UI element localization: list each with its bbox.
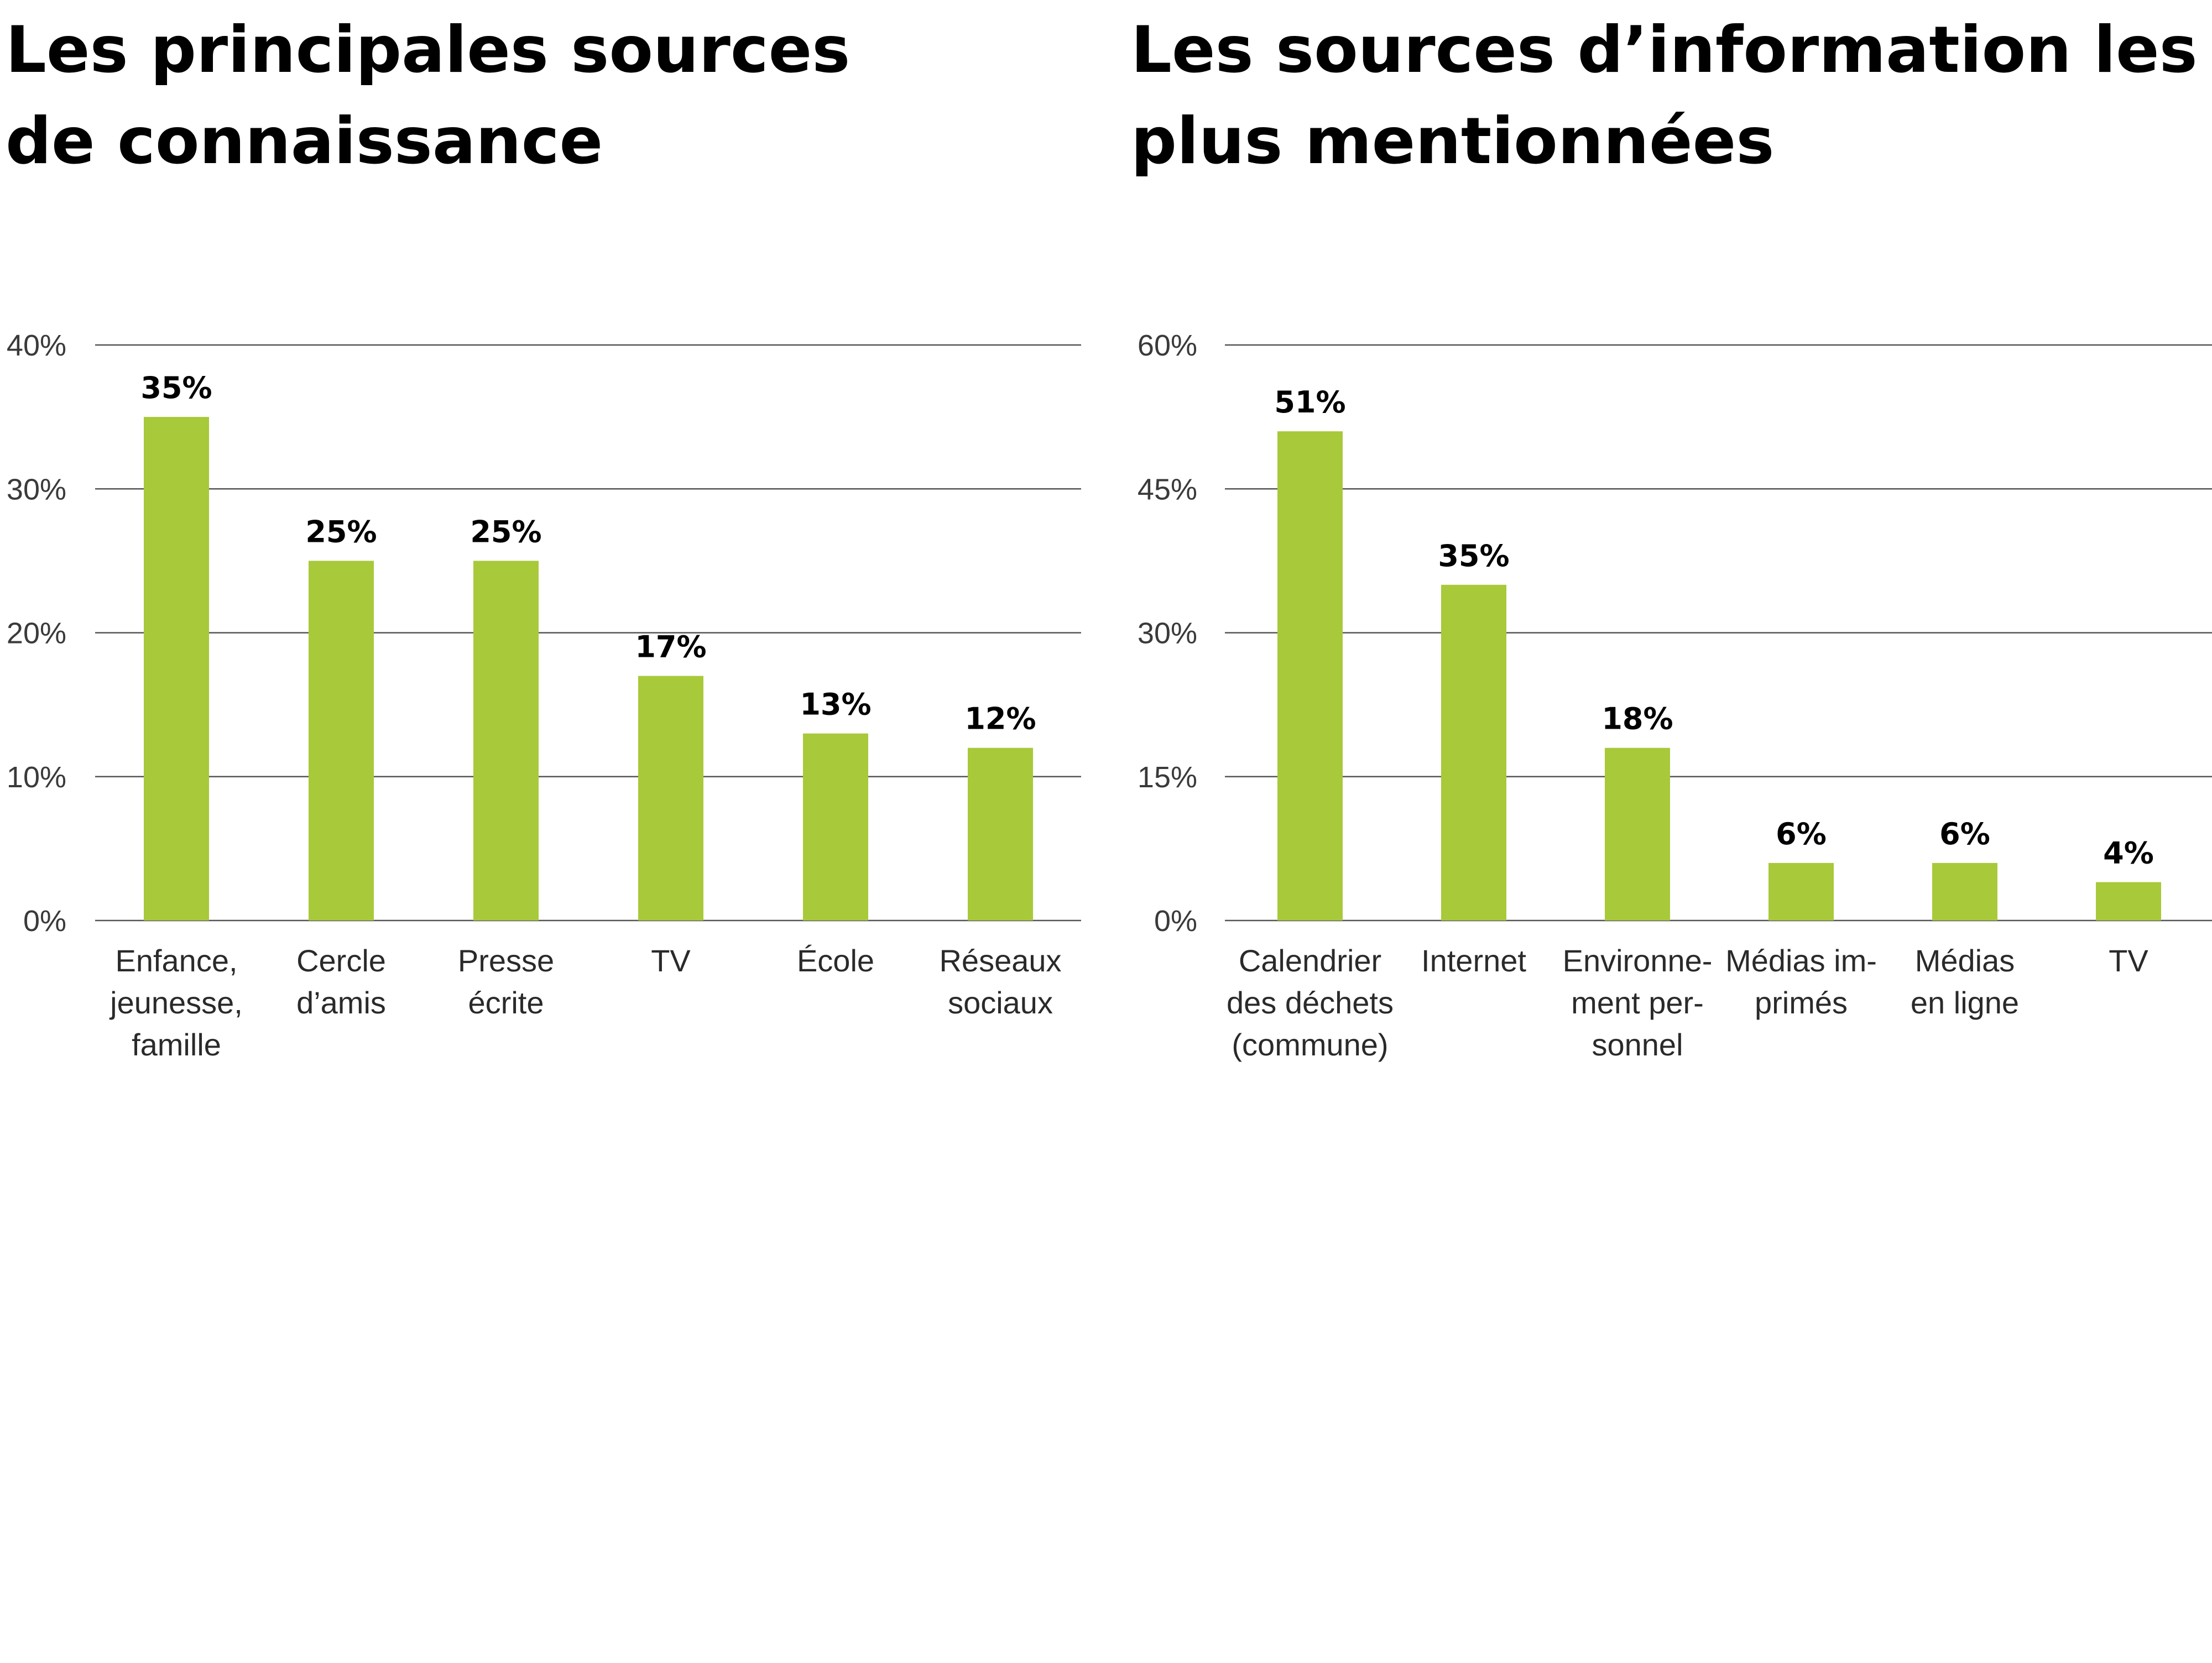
y-tick-label: 10% <box>7 761 66 794</box>
category-label-line: Cercle <box>296 943 386 978</box>
chart-1: Les principales sources de connaissance 0%… <box>6 13 1081 1062</box>
category-label-line: en ligne <box>1911 985 2019 1020</box>
category-label-line: des déchets <box>1227 985 1394 1020</box>
y-tick-label: 40% <box>7 329 66 362</box>
chart-title-line: de connaissance <box>6 104 603 179</box>
bar <box>1932 862 1997 921</box>
y-tick-label: 15% <box>1138 761 1197 794</box>
category-label-line: Réseaux <box>939 943 1061 978</box>
category-label-line: d’amis <box>296 985 386 1020</box>
data-label: 6% <box>1939 817 1990 851</box>
y-tick-label: 0% <box>1154 904 1197 938</box>
category-label: Internet <box>1421 943 1526 978</box>
category-label: Enfance, jeunesse, famille <box>109 943 243 1062</box>
category-label-line: primés <box>1755 985 1848 1020</box>
bar <box>968 747 1033 921</box>
data-label: 25% <box>305 514 377 549</box>
category-label-line: Médias <box>1915 943 2015 978</box>
category-label: TV <box>651 943 691 978</box>
category-label-line: (commune) <box>1232 1027 1388 1062</box>
bar <box>1277 431 1343 921</box>
category-label-line: TV <box>651 943 691 978</box>
category-label-line: Calendrier <box>1239 943 1381 978</box>
y-tick-label: 30% <box>7 473 66 506</box>
category-label-line: sociaux <box>948 985 1053 1020</box>
bar <box>473 561 539 921</box>
data-label: 18% <box>1601 702 1673 736</box>
y-tick-label: 20% <box>7 617 66 650</box>
category-label-line: sonnel <box>1592 1027 1683 1062</box>
bar <box>1768 862 1834 921</box>
category-label-line: Internet <box>1421 943 1526 978</box>
category-label: Réseaux sociaux <box>939 943 1061 1020</box>
category-label-line: École <box>797 943 874 978</box>
chart-2: Les sources d’information les plus mentio… <box>1131 13 2212 1062</box>
category-label-line: écrite <box>468 985 544 1020</box>
bar <box>144 417 209 921</box>
category-label-line: Enfance, <box>115 943 237 978</box>
data-label: 35% <box>140 370 212 405</box>
data-label: 17% <box>635 630 706 665</box>
category-label-line: famille <box>132 1027 221 1062</box>
category-label: TV <box>2109 943 2148 978</box>
category-label-line: jeunesse, <box>109 985 243 1020</box>
category-label-line: TV <box>2109 943 2148 978</box>
category-label: École <box>797 943 874 978</box>
chart-title-line: plus mentionnées <box>1131 104 1774 179</box>
category-label-line: Environne- <box>1563 943 1713 978</box>
chart-title-line: Les principales sources <box>6 13 850 87</box>
y-tick-label: 30% <box>1138 617 1197 650</box>
y-tick-label: 0% <box>23 904 66 938</box>
bar <box>638 676 703 921</box>
category-label: Médias im-primés <box>1725 943 1877 1020</box>
data-label: 12% <box>964 702 1036 736</box>
y-tick-label: 45% <box>1138 473 1197 506</box>
category-label: Médias en ligne <box>1911 943 2019 1020</box>
category-label-line: ment per- <box>1571 985 1704 1020</box>
category-label: Cercle d’amis <box>296 943 386 1020</box>
y-tick-label: 60% <box>1138 329 1197 362</box>
chart-title-line: Les sources d’information les <box>1131 13 2198 87</box>
category-label: Presse écrite <box>458 943 554 1020</box>
data-label: 4% <box>2103 836 2154 871</box>
category-label: Environne-ment per-sonnel <box>1563 943 1713 1062</box>
bar <box>2096 882 2161 921</box>
category-label-line: Presse <box>458 943 554 978</box>
data-label: 35% <box>1438 538 1509 573</box>
data-label: 51% <box>1274 385 1345 420</box>
bar <box>309 561 374 921</box>
category-label: Calendrier des déchets (commune) <box>1227 943 1394 1062</box>
bar <box>803 733 868 921</box>
category-label-line: Médias im- <box>1725 943 1877 978</box>
bar <box>1605 747 1670 921</box>
data-label: 6% <box>1776 817 1827 851</box>
data-label: 13% <box>800 687 871 722</box>
data-label: 25% <box>470 514 541 549</box>
bar <box>1441 584 1506 921</box>
